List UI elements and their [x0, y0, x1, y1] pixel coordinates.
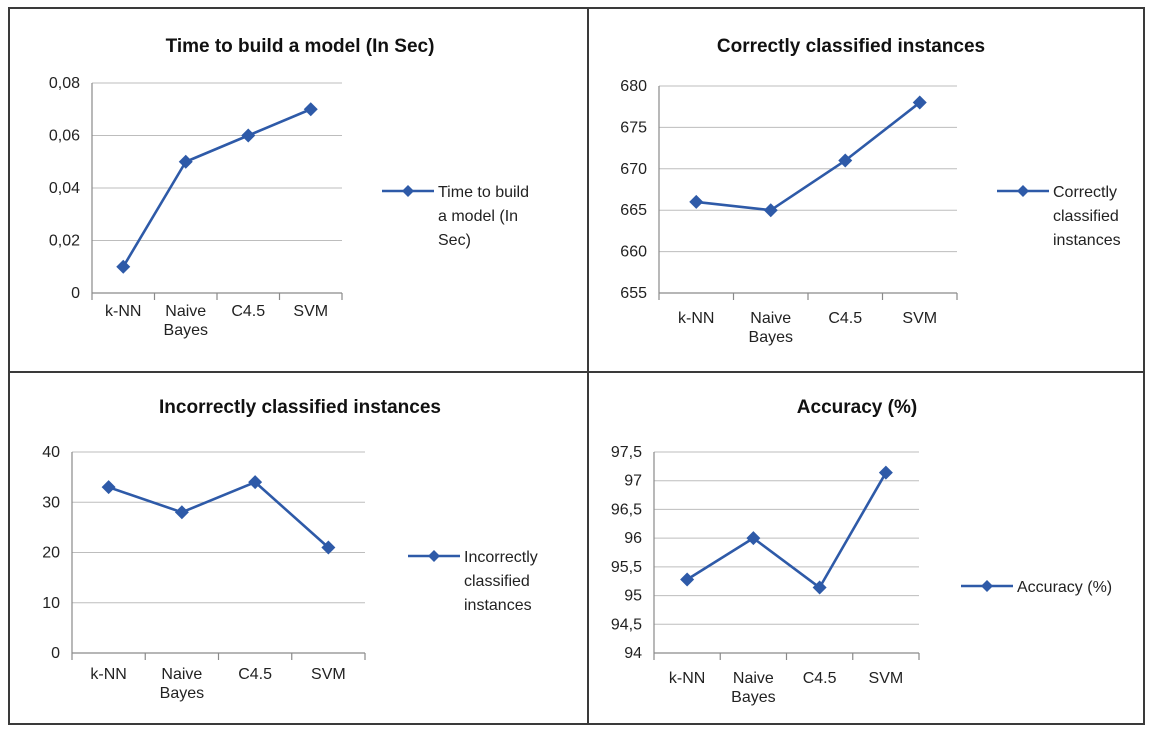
chart-panel-incorrectly-classified: Incorrectly classified instances 0 10 20 30 4…	[8, 371, 589, 725]
chart-incorrectly-classified-title: Incorrectly classified instances	[159, 397, 441, 418]
chart-time-to-build-y-tick-label: 0	[71, 285, 80, 302]
chart-time-to-build-y-tick-label: 0,08	[49, 75, 80, 92]
chart-incorrectly-classified-y-tick-label: 30	[42, 494, 60, 511]
chart-incorrectly-classified-x-tick-label: C4.5	[238, 666, 272, 683]
chart-accuracy-y-tick-label: 96,5	[611, 501, 642, 518]
chart-time-to-build-title: Time to build a model (In Sec)	[166, 36, 435, 57]
chart-accuracy-x-tick-label: Naive Bayes	[731, 670, 775, 706]
chart-accuracy-y-tick-label: 94,5	[611, 616, 642, 633]
chart-correctly-classified-y-tick-label: 660	[620, 244, 647, 261]
chart-incorrectly-classified-y-tick-label: 20	[42, 545, 60, 562]
chart-incorrectly-classified-data-point	[174, 505, 189, 520]
chart-time-to-build: Time to build a model (In Sec) 0 0,02 0,04 0…	[49, 36, 529, 339]
chart-accuracy-legend-marker	[981, 580, 993, 592]
chart-incorrectly-classified-x-tick-label: Naive Bayes	[160, 666, 204, 702]
chart-correctly-classified-data-point	[838, 153, 853, 168]
chart-incorrectly-classified-data-point	[248, 475, 263, 490]
chart-time-to-build-data-point	[178, 154, 193, 169]
chart-accuracy-series-line	[686, 472, 888, 589]
chart-time-to-build-series-line	[122, 108, 312, 268]
chart-correctly-classified-x-tick-label: C4.5	[828, 310, 862, 327]
chart-accuracy-y-tick-label: 95,5	[611, 559, 642, 576]
chart-incorrectly-classified-data-point	[101, 480, 116, 495]
chart-accuracy-y-tick-label: 95	[624, 588, 642, 605]
chart-time-to-build-data-point	[241, 128, 256, 143]
chart-time-to-build-legend-label: Time to build a model (In Sec)	[438, 184, 529, 249]
chart-time-to-build-x-tick-label: Naive Bayes	[164, 303, 208, 339]
chart-accuracy-title: Accuracy (%)	[797, 397, 917, 418]
chart-time-to-build-y-tick-label: 0,06	[49, 128, 80, 145]
chart-incorrectly-classified-x-tick-label: SVM	[311, 666, 346, 683]
chart-accuracy-data-point	[746, 531, 761, 546]
chart-time-to-build-y-tick-label: 0,02	[49, 233, 80, 250]
chart-correctly-classified-data-point	[912, 95, 927, 110]
chart-accuracy-legend-label: Accuracy (%)	[1017, 579, 1112, 596]
chart-accuracy-x-tick-label: C4.5	[803, 670, 837, 687]
chart-correctly-classified-y-tick-label: 655	[620, 285, 647, 302]
chart-accuracy-y-tick-label: 94	[624, 645, 642, 662]
chart-panel-time-to-build: Time to build a model (In Sec) 0 0,02 0,04 0…	[8, 7, 589, 373]
chart-accuracy-y-tick-label: 96	[624, 530, 642, 547]
chart-time-to-build-x-tick-label: k-NN	[105, 303, 141, 320]
chart-panel-correctly-classified: Correctly classified instances 655 660 665 6…	[587, 7, 1145, 373]
chart-time-to-build-data-point	[303, 102, 318, 117]
chart-correctly-classified-legend-marker	[1017, 185, 1029, 197]
chart-accuracy-x-tick-label: k-NN	[669, 670, 705, 687]
chart-accuracy-x-tick-label: SVM	[869, 670, 904, 687]
chart-correctly-classified-data-point	[763, 203, 778, 218]
chart-accuracy-y-tick-label: 97	[624, 473, 642, 490]
chart-correctly-classified-title: Correctly classified instances	[717, 36, 985, 57]
chart-time-to-build-y-tick-label: 0,04	[49, 180, 80, 197]
chart-correctly-classified: Correctly classified instances 655 660 665 6…	[620, 36, 1121, 346]
chart-correctly-classified-x-tick-label: Naive Bayes	[749, 310, 793, 346]
chart-correctly-classified-series-line	[696, 101, 921, 212]
chart-time-to-build-legend-marker	[402, 185, 414, 197]
chart-accuracy-data-point	[680, 572, 695, 587]
chart-correctly-classified-y-tick-label: 665	[620, 202, 647, 219]
chart-time-to-build-x-tick-label: C4.5	[231, 303, 265, 320]
chart-accuracy-data-point	[878, 465, 893, 480]
chart-time-to-build-legend: Time to build a model (In Sec)	[382, 184, 529, 249]
chart-correctly-classified-y-tick-label: 670	[620, 161, 647, 178]
chart-correctly-classified-x-tick-label: SVM	[902, 310, 937, 327]
chart-accuracy-data-point	[812, 580, 827, 595]
chart-correctly-classified-y-tick-label: 680	[620, 78, 647, 95]
chart-incorrectly-classified: Incorrectly classified instances 0 10 20 30 4…	[42, 397, 538, 702]
chart-correctly-classified-y-tick-label: 675	[620, 119, 647, 136]
chart-incorrectly-classified-series-line	[108, 480, 330, 549]
chart-time-to-build-x-tick-label: SVM	[293, 303, 328, 320]
chart-panel-accuracy: Accuracy (%) 94 94,5 95 95,5 96 96,5 97 97,5 k-NN…	[587, 371, 1145, 725]
chart-incorrectly-classified-y-tick-label: 40	[42, 444, 60, 461]
chart-correctly-classified-legend-label: Correctly classified instances	[1053, 184, 1121, 249]
chart-accuracy-legend: Accuracy (%)	[961, 579, 1112, 596]
chart-incorrectly-classified-y-tick-label: 0	[51, 645, 60, 662]
chart-incorrectly-classified-legend: Incorrectly classified instances	[408, 549, 538, 614]
chart-correctly-classified-x-tick-label: k-NN	[678, 310, 714, 327]
chart-accuracy-y-tick-label: 97,5	[611, 444, 642, 461]
chart-time-to-build-data-point	[116, 259, 131, 274]
chart-incorrectly-classified-data-point	[321, 540, 336, 555]
chart-correctly-classified-legend: Correctly classified instances	[997, 184, 1121, 249]
chart-accuracy: Accuracy (%) 94 94,5 95 95,5 96 96,5 97 97,5 k-NN…	[611, 397, 1112, 706]
chart-incorrectly-classified-y-tick-label: 10	[42, 595, 60, 612]
chart-correctly-classified-data-point	[689, 194, 704, 209]
chart-incorrectly-classified-legend-marker	[428, 550, 440, 562]
chart-incorrectly-classified-legend-label: Incorrectly classified instances	[464, 549, 538, 614]
chart-incorrectly-classified-x-tick-label: k-NN	[90, 666, 126, 683]
